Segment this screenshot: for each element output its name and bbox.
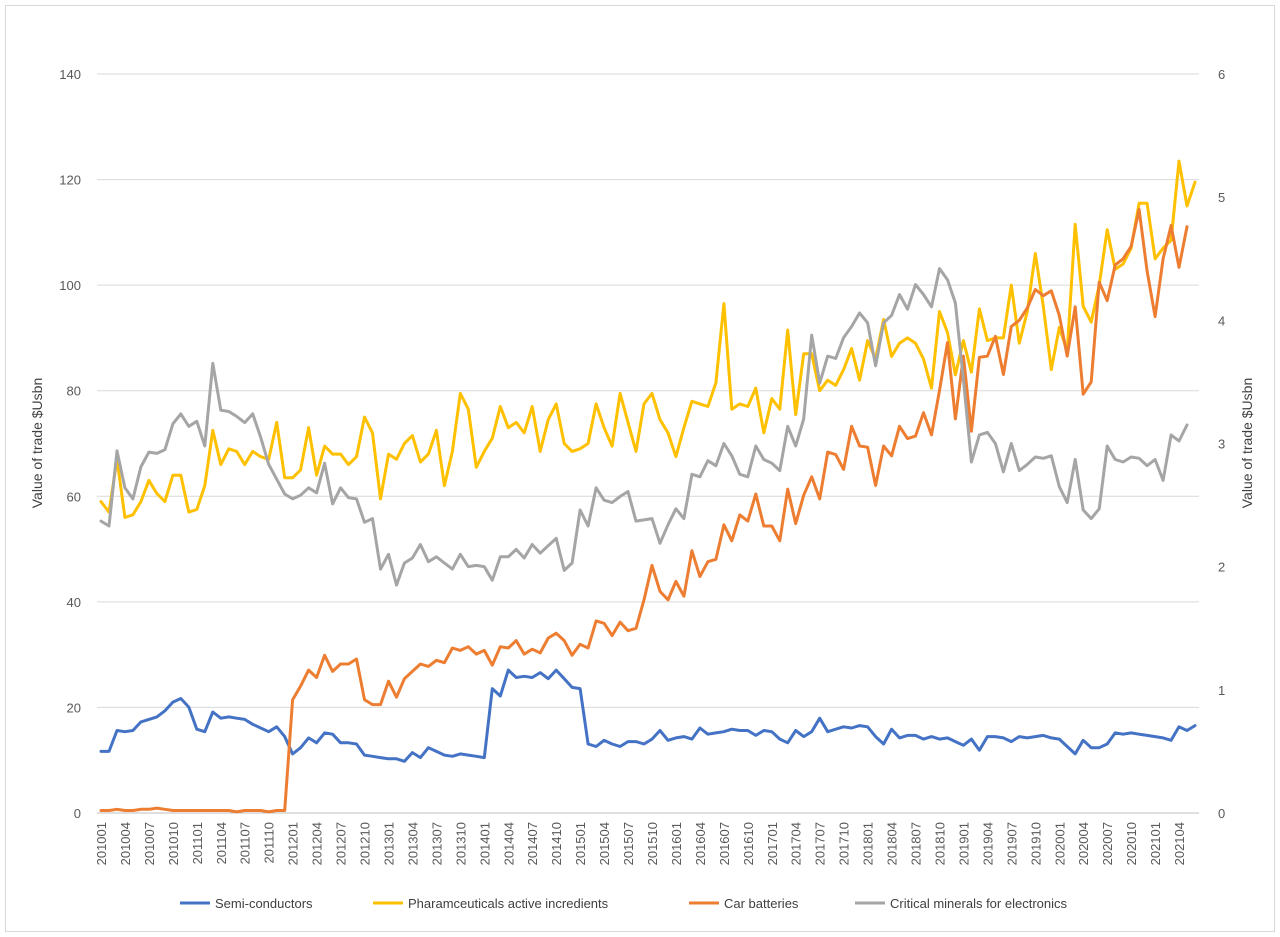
left-axis-tick-label: 100: [59, 278, 81, 293]
x-axis-tick-label: 201710: [837, 822, 852, 865]
x-axis-tick-label: 201107: [238, 822, 253, 864]
x-axis-tick-label: 201310: [453, 822, 468, 865]
right-axis-tick-label: 0: [1218, 806, 1225, 821]
x-axis-tick-label: 201807: [909, 822, 924, 865]
x-axis: 201001 201004 201007 201010 201101 201104 2011…: [94, 822, 1187, 865]
gridlines: [97, 73, 1199, 814]
legend-item: Car batteries: [689, 896, 799, 911]
legend-label: Pharamceuticals active incredients: [408, 896, 609, 911]
x-axis-tick-label: 201304: [405, 822, 420, 865]
left-y-axis: 0 20 40 60 80 100 120 140: [59, 67, 81, 821]
x-axis-tick-label: 202010: [1124, 822, 1139, 865]
x-axis-tick-label: 201610: [741, 822, 756, 865]
left-axis-tick-label: 80: [67, 384, 81, 399]
series-line-car-batteries: [99, 208, 1189, 814]
x-axis-tick-label: 201804: [885, 822, 900, 865]
right-axis-tick-label: 3: [1218, 437, 1225, 452]
left-axis-tick-label: 40: [67, 595, 81, 610]
x-axis-tick-label: 201407: [525, 822, 540, 865]
x-axis-tick-label: 201404: [501, 822, 516, 865]
legend-label: Critical minerals for electronics: [890, 896, 1067, 911]
x-axis-tick-label: 201501: [573, 822, 588, 865]
x-axis-tick-label: 201901: [956, 822, 971, 865]
legend: Semi-conductors Pharamceuticals active in…: [180, 896, 1067, 911]
chart-frame: [5, 5, 1275, 932]
series-lines: [99, 159, 1197, 814]
left-axis-tick-label: 60: [67, 489, 81, 504]
x-axis-tick-label: 201707: [813, 822, 828, 865]
x-axis-tick-label: 201701: [765, 822, 780, 865]
right-y-axis: 0 1 2 3 4 5 6: [1218, 67, 1225, 821]
legend-label: Semi-conductors: [215, 896, 313, 911]
series-line-pharamceuticals-active-incredients: [99, 159, 1197, 519]
x-axis-tick-label: 201510: [645, 822, 660, 865]
x-axis-tick-label: 201607: [717, 822, 732, 865]
right-axis-tick-label: 1: [1218, 683, 1225, 698]
x-axis-tick-label: 201301: [381, 822, 396, 865]
right-axis-tick-label: 4: [1218, 313, 1225, 328]
series-line-critical-minerals-for-electronics: [99, 267, 1189, 587]
right-axis-tick-label: 5: [1218, 190, 1225, 205]
left-axis-tick-label: 120: [59, 173, 81, 188]
x-axis-tick-label: 202004: [1076, 822, 1091, 865]
left-axis-tick-label: 0: [74, 806, 81, 821]
left-axis-title: Value of trade $Usbn: [29, 378, 45, 509]
x-axis-tick-label: 201207: [334, 822, 349, 865]
left-axis-tick-label: 140: [59, 67, 81, 82]
x-axis-tick-label: 201007: [142, 822, 157, 865]
x-axis-tick-label: 201801: [861, 822, 876, 865]
x-axis-tick-label: 201101: [190, 822, 205, 864]
right-axis-tick-label: 6: [1218, 67, 1225, 82]
x-axis-tick-label: 201201: [286, 822, 301, 865]
x-axis-tick-label: 201004: [118, 822, 133, 865]
x-axis-tick-label: 201604: [693, 822, 708, 865]
right-axis-title: Value of trade $Usbn: [1239, 378, 1255, 509]
x-axis-tick-label: 201601: [669, 822, 684, 865]
x-axis-tick-label: 201210: [358, 822, 373, 865]
x-axis-tick-label: 201307: [429, 822, 444, 865]
x-axis-tick-label: 201410: [549, 822, 564, 865]
x-axis-tick-label: 201910: [1028, 822, 1043, 865]
x-axis-tick-label: 202101: [1148, 822, 1163, 865]
right-axis-tick-label: 2: [1218, 560, 1225, 575]
legend-item: Pharamceuticals active incredients: [373, 896, 609, 911]
x-axis-tick-label: 201704: [789, 822, 804, 865]
x-axis-tick-label: 201001: [94, 822, 109, 865]
legend-item: Semi-conductors: [180, 896, 313, 911]
legend-label: Car batteries: [724, 896, 799, 911]
x-axis-tick-label: 201507: [621, 822, 636, 865]
x-axis-tick-label: 201907: [1004, 822, 1019, 865]
x-axis-tick-label: 201504: [597, 822, 612, 865]
x-axis-tick-label: 202007: [1100, 822, 1115, 865]
x-axis-tick-label: 201110: [262, 822, 277, 863]
x-axis-tick-label: 201810: [932, 822, 947, 865]
x-axis-tick-label: 201904: [980, 822, 995, 865]
series-line-semi-conductors: [99, 668, 1197, 763]
left-axis-tick-label: 20: [67, 700, 81, 715]
x-axis-tick-label: 201401: [477, 822, 492, 865]
x-axis-tick-label: 202001: [1052, 822, 1067, 865]
x-axis-tick-label: 202104: [1172, 822, 1187, 865]
x-axis-tick-label: 201010: [166, 822, 181, 865]
x-axis-tick-label: 201104: [214, 822, 229, 864]
legend-item: Critical minerals for electronics: [855, 896, 1067, 911]
x-axis-tick-label: 201204: [310, 822, 325, 865]
